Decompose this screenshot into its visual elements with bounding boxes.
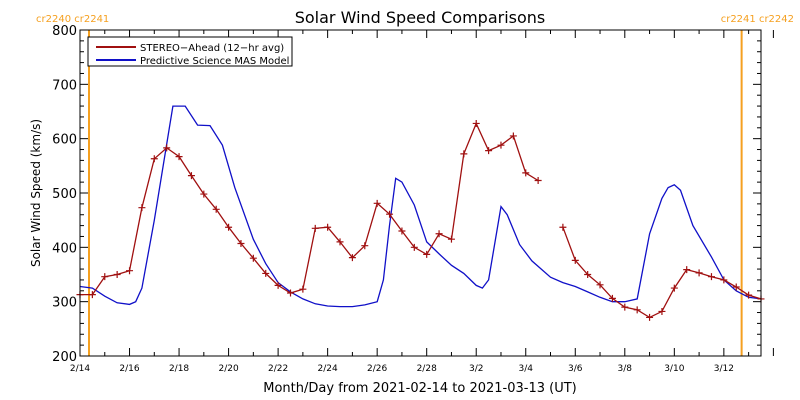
- stereo-data-point: [423, 250, 431, 258]
- stereo-data-point: [361, 242, 369, 250]
- x-tick-label: 3/4: [519, 364, 534, 374]
- stereo-data-point: [410, 243, 418, 251]
- stereo-data-point: [435, 230, 443, 238]
- x-tick-label: 2/26: [367, 364, 387, 374]
- x-tick-label: 2/16: [119, 364, 139, 374]
- stereo-data-point: [720, 276, 728, 284]
- stereo-data-point: [522, 169, 530, 177]
- stereo-data-point: [299, 285, 307, 293]
- legend-box: [87, 36, 293, 67]
- y-tick-label-600: 600: [52, 133, 77, 148]
- stereo-data-point: [311, 224, 319, 232]
- stereo-data-point: [386, 210, 394, 218]
- stereo-data-point: [596, 281, 604, 289]
- carrington-label-right: cr2241 cr2242: [721, 14, 794, 25]
- stereo-data-point: [324, 223, 332, 231]
- stereo-data-point: [509, 132, 517, 140]
- carrington-label-left: cr2240 cr2241: [36, 14, 109, 25]
- stereo-data-point: [683, 266, 691, 274]
- stereo-data-point: [621, 303, 629, 311]
- y-tick-label-400: 400: [52, 241, 77, 256]
- stereo-data-point: [237, 240, 245, 248]
- stereo-data-point: [88, 291, 96, 299]
- stereo-data-point: [249, 254, 257, 262]
- x-tick-label: 2/14: [70, 364, 90, 374]
- x-tick-label: 3/2: [469, 364, 483, 374]
- stereo-data-point: [126, 267, 134, 275]
- y-tick-label-500: 500: [52, 187, 77, 202]
- stereo-data-point: [274, 281, 282, 289]
- series-layer: [76, 105, 765, 321]
- stereo-data-point: [695, 269, 703, 277]
- stereo-data-point: [633, 306, 641, 314]
- stereo-data-point: [497, 141, 505, 149]
- stereo-data-point: [262, 269, 270, 277]
- stereo-data-point: [175, 153, 183, 161]
- stereo-data-point: [187, 172, 195, 180]
- stereo-data-point: [373, 199, 381, 207]
- stereo-data-point: [200, 190, 208, 198]
- stereo-data-point: [398, 227, 406, 235]
- legend-label-model: Predictive Science MAS Model: [140, 56, 289, 67]
- x-tick-label: 3/10: [664, 364, 684, 374]
- stereo-data-point: [225, 223, 233, 231]
- stereo-data-point: [707, 273, 715, 281]
- stereo-data-point: [447, 235, 455, 243]
- y-tick-label-200: 200: [52, 350, 77, 365]
- stereo-data-point: [571, 256, 579, 264]
- stereo-data-point: [670, 284, 678, 292]
- x-tick-label: 3/8: [618, 364, 633, 374]
- stereo-data-point: [212, 205, 220, 213]
- legend-label-stereo: STEREO−Ahead (12−hr avg): [140, 43, 284, 54]
- x-axis: 2/14 2/16 2/18 2/20 2/22 2/24 2/26 2/28 3/2 3/4 3/…: [70, 30, 774, 374]
- stereo-data-point: [658, 307, 666, 315]
- stereo-data-point: [101, 273, 109, 281]
- x-tick-label: 3/6: [568, 364, 583, 374]
- stereo-data-point: [336, 238, 344, 246]
- stereo-data-point: [745, 291, 753, 299]
- stereo-data-point: [534, 177, 542, 185]
- x-tick-label: 2/18: [169, 364, 189, 374]
- y-axis: 200 300 400 500 600 700 800: [52, 24, 761, 365]
- stereo-data-point: [732, 283, 740, 291]
- stereo-data-point: [584, 271, 592, 278]
- x-tick-label: 2/28: [417, 364, 437, 374]
- x-axis-label: Month/Day from 2021-02-14 to 2021-03-13 …: [263, 381, 576, 396]
- series-line-stereo-segment-0: [80, 121, 539, 296]
- y-axis-label: Solar Wind Speed (km/s): [29, 119, 43, 267]
- stereo-data-point: [348, 254, 356, 262]
- y-tick-label-700: 700: [52, 78, 77, 93]
- stereo-data-point: [472, 119, 480, 127]
- y-tick-label-300: 300: [52, 296, 77, 311]
- stereo-data-point: [286, 289, 294, 297]
- stereo-data-point: [608, 294, 616, 302]
- x-tick-label: 2/20: [218, 364, 238, 374]
- carrington-rotation-lines: [88, 30, 743, 356]
- chart-title: Solar Wind Speed Comparisons: [295, 8, 546, 27]
- stereo-data-point: [646, 313, 654, 321]
- stereo-data-point: [163, 144, 171, 152]
- stereo-data-point: [150, 155, 158, 163]
- x-tick-label: 3/12: [714, 364, 734, 374]
- y-tick-label-800: 800: [52, 24, 77, 39]
- x-tick-label: 2/22: [268, 364, 288, 374]
- stereo-data-point: [460, 150, 468, 158]
- stereo-data-point: [485, 147, 493, 155]
- series-line-model: [79, 105, 762, 308]
- x-tick-label: 2/24: [318, 364, 338, 374]
- stereo-data-point: [113, 271, 121, 278]
- stereo-data-point: [559, 223, 567, 231]
- legend: STEREO−Ahead (12−hr avg) Predictive Scie…: [87, 36, 293, 67]
- stereo-data-point: [138, 204, 146, 212]
